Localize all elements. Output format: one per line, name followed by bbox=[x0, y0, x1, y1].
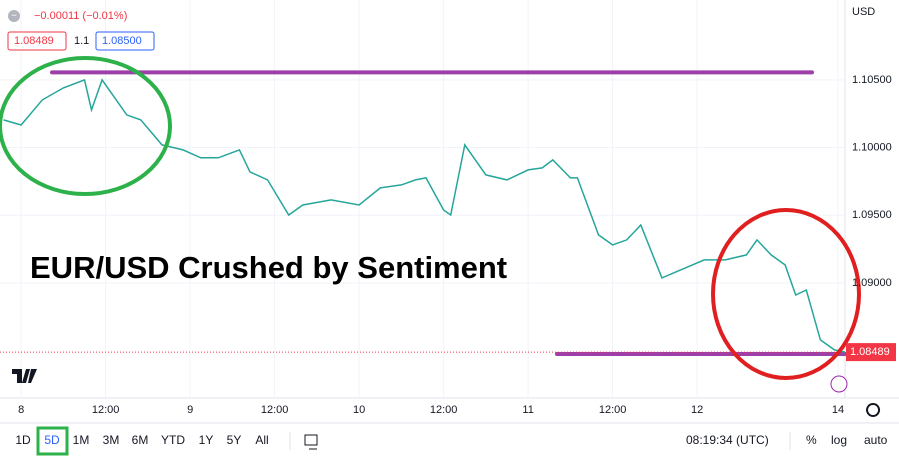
spread: 1.1 bbox=[74, 35, 89, 47]
range-button[interactable]: 1Y bbox=[199, 433, 214, 447]
bid[interactable]: 1.08489 bbox=[14, 35, 54, 47]
range-button[interactable]: YTD bbox=[161, 433, 185, 447]
plot bbox=[0, 0, 852, 398]
range-highlight bbox=[36, 426, 69, 456]
compare-icon[interactable] bbox=[304, 434, 318, 450]
x-tick-label: 12:00 bbox=[261, 404, 289, 416]
x-tick-label: 10 bbox=[353, 404, 365, 416]
clock: 08:19:34 (UTC) bbox=[686, 433, 769, 447]
y-tick-label: 1.09500 bbox=[852, 209, 892, 221]
currency[interactable]: USD bbox=[852, 6, 875, 18]
log-toggle[interactable]: log bbox=[831, 433, 847, 447]
symbol-icon bbox=[8, 10, 20, 22]
auto-toggle[interactable]: auto bbox=[864, 433, 888, 447]
settings-icon[interactable] bbox=[866, 403, 881, 417]
ask-box[interactable] bbox=[95, 31, 155, 51]
y-tick-label: 1.10000 bbox=[852, 141, 892, 153]
price-line bbox=[3, 78, 846, 353]
last-price-label: 1.08489 bbox=[850, 346, 890, 358]
x-tick-label: 14 bbox=[832, 404, 844, 416]
range-button[interactable]: All bbox=[255, 433, 268, 447]
x-tick-label: 12 bbox=[691, 404, 703, 416]
ask[interactable]: 1.08500 bbox=[102, 35, 142, 47]
symbol-icon-text: − bbox=[11, 11, 17, 22]
last-price-tag bbox=[846, 343, 896, 362]
x-tick-label: 12:00 bbox=[430, 404, 458, 416]
alert-icon[interactable] bbox=[830, 375, 848, 393]
x-tick-label: 11 bbox=[522, 404, 533, 416]
logo bbox=[12, 369, 37, 383]
change: −0.00011 (−0.01%) bbox=[34, 10, 127, 22]
chart-title: EUR/USD Crushed by Sentiment bbox=[30, 250, 507, 285]
range-button[interactable]: 6M bbox=[132, 433, 149, 447]
range-button[interactable]: 3M bbox=[103, 433, 120, 447]
highlight-circle bbox=[711, 208, 861, 380]
x-tick-label: 12:00 bbox=[92, 404, 120, 416]
x-tick-label: 8 bbox=[18, 404, 24, 416]
range-button[interactable]: 1M bbox=[73, 433, 90, 447]
y-tick-label: 1.09000 bbox=[852, 277, 892, 289]
range-button[interactable]: 5D bbox=[44, 433, 60, 447]
range-buttons: 1D 5D 1M 3M 6M YTD 1Y 5Y All bbox=[15, 433, 268, 447]
x-tick-label: 9 bbox=[187, 404, 193, 416]
bid-box[interactable] bbox=[7, 31, 67, 51]
y-tick-label: 1.10500 bbox=[852, 74, 892, 86]
percent-toggle[interactable]: % bbox=[806, 433, 817, 447]
x-tick-label: 12:00 bbox=[599, 404, 627, 416]
range-button[interactable]: 1D bbox=[15, 433, 31, 447]
highlight-circle bbox=[0, 56, 172, 196]
range-button[interactable]: 5Y bbox=[227, 433, 242, 447]
